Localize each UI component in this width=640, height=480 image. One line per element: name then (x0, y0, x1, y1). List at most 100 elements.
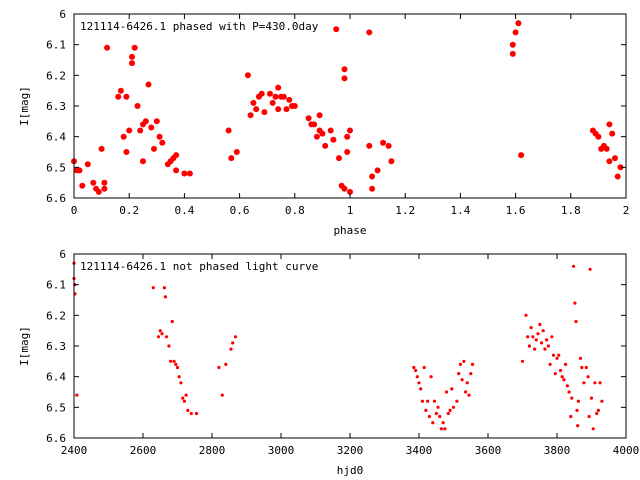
phased-data-point (344, 149, 351, 155)
unphased-x-tick-label: 4000 (613, 444, 640, 457)
phased-data-point (117, 87, 124, 94)
unphased-data-point (548, 362, 552, 366)
phased-data-point (311, 121, 318, 128)
unphased-x-tick-label: 2600 (130, 444, 157, 457)
phased-data-point (115, 93, 122, 100)
unphased-x-axis-label: hjd0 (337, 464, 364, 477)
phased-data-point (617, 164, 624, 171)
phased-data-point (153, 118, 160, 125)
unphased-data-point (589, 396, 594, 400)
unphased-data-point (533, 347, 537, 351)
phased-data-point (90, 179, 97, 186)
phased-x-tick-label: 0.8 (285, 204, 305, 217)
unphased-data-point (182, 399, 186, 403)
phased-data-point (369, 185, 376, 192)
unphased-data-point (541, 329, 545, 333)
phased-data-point (388, 158, 395, 165)
unphased-y-tick-label: 6.2 (46, 309, 66, 322)
unphased-data-point (446, 411, 450, 416)
unphased-y-tick-label: 6 (59, 248, 66, 261)
phased-data-point (120, 133, 127, 140)
unphased-data-point (450, 387, 454, 391)
phased-data-point (137, 127, 144, 134)
unphased-data-point (172, 359, 176, 363)
phased-x-tick-label: 0.6 (230, 204, 250, 217)
unphased-data-point (75, 393, 79, 397)
unphased-data-point (431, 421, 435, 425)
unphased-data-point (417, 381, 421, 385)
phased-x-tick-label: 1.8 (561, 204, 581, 217)
phased-data-point (101, 179, 108, 186)
unphased-data-point (434, 411, 438, 416)
phased-data-point (79, 182, 86, 189)
phased-data-point (283, 106, 290, 113)
phased-data-point (275, 84, 282, 91)
unphased-data-point (184, 393, 188, 397)
unphased-data-point (175, 365, 180, 370)
unphased-data-point (567, 390, 571, 394)
unphased-data-point (465, 381, 469, 385)
unphased-data-point (156, 335, 161, 339)
phased-chart: 0 0.2 0.4 0.6 0.8 1 1.2 1.4 1.6 1.8 2 6 6.1 6.2 6.3 6.4… (18, 8, 629, 237)
phased-data-point (347, 127, 353, 134)
unphased-data-point (194, 411, 199, 416)
unphased-data-point (565, 384, 570, 388)
phased-data-point (606, 158, 613, 165)
unphased-data-point (424, 408, 428, 412)
unphased-data-point (546, 344, 551, 348)
phased-data-point (159, 139, 166, 146)
unphased-data-point (186, 408, 190, 412)
unphased-data-point (529, 326, 533, 330)
unphased-data-point (527, 344, 532, 348)
unphased-data-point (170, 319, 174, 324)
phased-data-point (603, 145, 610, 152)
phased-x-tick-label: 1.4 (450, 204, 470, 217)
unphased-data-point (162, 286, 166, 290)
phased-data-point (134, 103, 141, 109)
phased-y-tick-label: 6.6 (46, 192, 66, 205)
unphased-data-point (174, 362, 178, 366)
phased-data-point (250, 99, 257, 106)
unphased-x-tick-label: 3200 (337, 444, 364, 457)
unphased-data-point (181, 396, 185, 400)
unphased-y-tick-label: 6.4 (46, 371, 66, 384)
unphased-data-point (422, 365, 426, 370)
phased-x-tick-label: 1.6 (506, 204, 526, 217)
phased-data-point (305, 115, 312, 122)
phased-x-tick-label: 2 (623, 204, 630, 217)
phased-data-point (614, 173, 621, 180)
unphased-data-point (470, 362, 475, 366)
unphased-data-point (458, 362, 462, 366)
unphased-data-point (445, 390, 449, 394)
unphased-data-point (572, 264, 576, 268)
phased-y-tick-label: 6.5 (46, 161, 66, 174)
unphased-data-point (569, 414, 573, 419)
phased-ticks: 0 0.2 0.4 0.6 0.8 1 1.2 1.4 1.6 1.8 2 6 6.1 6.2 6.3 6.4… (46, 8, 629, 217)
unphased-data-point (439, 427, 443, 431)
unphased-data-point (588, 267, 592, 271)
phased-data-point (366, 142, 373, 149)
unphased-data-point (414, 368, 418, 373)
unphased-y-axis-label: I[mag] (18, 326, 31, 366)
unphased-y-tick-label: 6.6 (46, 432, 66, 445)
unphased-data-point (438, 414, 442, 419)
unphased-data-point (551, 353, 556, 357)
phased-data-point (313, 133, 320, 140)
phased-data-point (509, 41, 516, 48)
unphased-data-point (169, 359, 173, 363)
unphased-data-point (464, 390, 468, 394)
unphased-chart: 2400 2600 2800 3000 3200 3400 3600 3800 4000 6 6.1… (18, 248, 639, 477)
unphased-data-point (443, 427, 447, 431)
phased-data-point (95, 188, 102, 195)
phased-data-point (341, 185, 348, 192)
phased-points (71, 20, 624, 195)
phased-data-point (612, 155, 618, 162)
phased-data-point (123, 149, 130, 155)
unphased-data-point (591, 427, 595, 431)
phased-data-point (374, 167, 381, 174)
unphased-data-point (460, 378, 464, 382)
phased-data-point (272, 93, 279, 100)
unphased-data-point (427, 414, 431, 419)
unphased-data-point (151, 286, 155, 290)
phased-data-point (344, 133, 351, 140)
